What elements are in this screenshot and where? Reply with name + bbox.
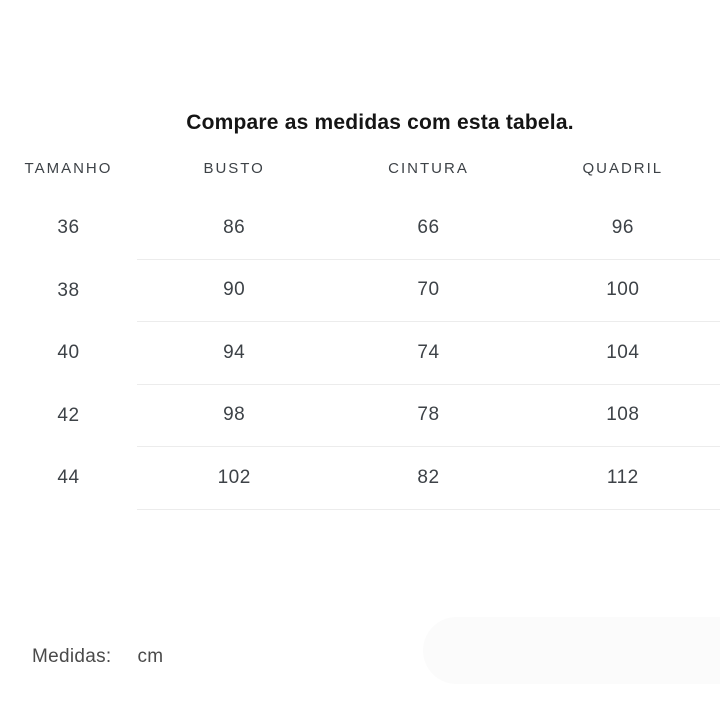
table-row: 36 86 66 96 [0, 197, 720, 260]
table-row: 42 98 78 108 [0, 385, 720, 447]
table-cell-bust: 94 [137, 322, 332, 385]
table-cell-size: 42 [57, 404, 80, 426]
table-cell-waist: 74 [331, 322, 526, 385]
table-cell-waist: 82 [331, 447, 526, 510]
page-title: Compare as medidas com esta tabela. [186, 111, 574, 134]
table-cell-hip: 104 [525, 322, 720, 385]
table-cell-size: 38 [57, 279, 80, 301]
table-header-row: TAMANHO BUSTO CINTURA QUADRIL [0, 140, 720, 197]
size-table: TAMANHO BUSTO CINTURA QUADRIL 36 86 66 9… [0, 140, 720, 510]
pill-background [423, 617, 720, 684]
table-cell-size: 40 [57, 342, 80, 364]
measurements-unit: cm [137, 646, 164, 667]
table-cell-bust: 102 [137, 447, 332, 510]
table-row: 38 90 70 100 [0, 260, 720, 322]
column-header-cintura: CINTURA [388, 160, 469, 177]
table-cell-waist: 66 [331, 197, 526, 260]
table-cell-hip: 108 [525, 385, 720, 447]
table-cell-bust: 86 [137, 197, 332, 260]
table-cell-hip: 112 [525, 447, 720, 510]
column-header-tamanho: TAMANHO [24, 160, 113, 177]
measurements-note: Medidas: cm [32, 646, 163, 668]
table-cell-bust: 90 [137, 260, 332, 322]
table-cell-hip: 96 [525, 197, 720, 260]
column-header-busto: BUSTO [203, 160, 265, 177]
table-row: 40 94 74 104 [0, 322, 720, 385]
table-row: 44 102 82 112 [0, 447, 720, 510]
table-cell-bust: 98 [137, 385, 332, 447]
table-cell-waist: 70 [331, 260, 526, 322]
table-cell-waist: 78 [331, 385, 526, 447]
table-cell-hip: 100 [525, 260, 720, 322]
table-cell-size: 36 [57, 217, 80, 239]
column-header-quadril: QUADRIL [582, 160, 664, 177]
table-cell-size: 44 [57, 467, 80, 489]
measurements-label: Medidas: [32, 646, 112, 667]
